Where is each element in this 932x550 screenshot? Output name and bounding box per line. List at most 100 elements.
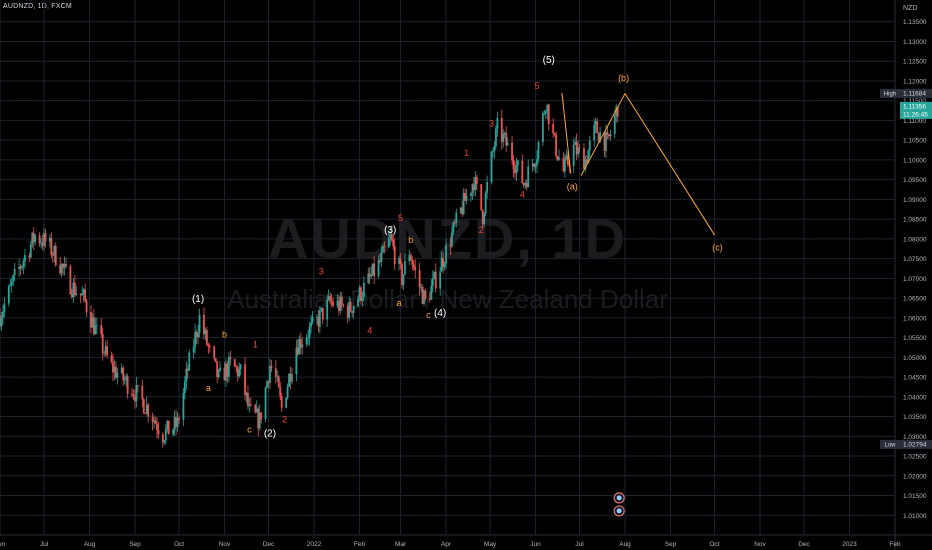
candle-body bbox=[301, 344, 304, 348]
y-tick-label: 1.02000 bbox=[903, 473, 927, 480]
candle-body bbox=[151, 416, 154, 422]
candle-body bbox=[348, 301, 351, 318]
candle-body bbox=[605, 131, 607, 151]
candle-body bbox=[377, 260, 380, 277]
wave-label: a bbox=[206, 383, 211, 393]
candle-body bbox=[299, 339, 302, 348]
candle-body bbox=[565, 155, 568, 160]
candle-body bbox=[393, 245, 396, 265]
candle-body bbox=[233, 359, 236, 367]
candle-body bbox=[616, 106, 619, 117]
candle-body bbox=[346, 305, 349, 318]
candle-body bbox=[161, 434, 164, 443]
y-tick-label: 1.05000 bbox=[903, 355, 927, 362]
y-tick-label: 1.02500 bbox=[903, 454, 927, 461]
x-tick-label: 2022 bbox=[307, 541, 322, 548]
candle-body bbox=[398, 258, 400, 265]
candle-body bbox=[79, 293, 82, 296]
candle-body bbox=[352, 306, 355, 314]
candle-body bbox=[380, 252, 383, 262]
candle-body bbox=[132, 395, 135, 397]
candle-body bbox=[505, 132, 508, 146]
candle-body bbox=[239, 364, 242, 370]
candle-body bbox=[285, 397, 288, 408]
candle-body bbox=[147, 404, 150, 417]
candle-body bbox=[214, 358, 217, 362]
candle-body bbox=[277, 376, 280, 388]
candle-body bbox=[50, 237, 53, 255]
candle-body bbox=[269, 365, 271, 384]
candle-body bbox=[486, 182, 489, 193]
wave-label: (4) bbox=[434, 308, 446, 319]
candle-body bbox=[2, 311, 4, 319]
candle-body bbox=[175, 417, 177, 427]
candle-body bbox=[320, 307, 323, 311]
candle-body bbox=[512, 159, 515, 170]
y-tick-label: 1.13500 bbox=[903, 19, 927, 26]
candle-body bbox=[316, 316, 318, 318]
candle-body bbox=[594, 121, 597, 126]
candle-body bbox=[383, 246, 386, 248]
candle-body bbox=[90, 312, 92, 328]
wave-label: 3 bbox=[489, 118, 494, 128]
candle-body bbox=[408, 254, 411, 262]
candle-body bbox=[289, 374, 292, 382]
wave-label: (2) bbox=[264, 428, 276, 439]
candle-body bbox=[192, 346, 195, 353]
candle-body bbox=[326, 299, 329, 320]
candle-body bbox=[18, 266, 20, 269]
currency-label: NZD bbox=[903, 5, 918, 12]
candle-body bbox=[418, 270, 421, 288]
wave-label: b bbox=[222, 330, 227, 340]
time-axis[interactable]: Jun Jul Aug Sep Oct Nov Dec 2022 Feb Mar Apr May Jun… bbox=[0, 541, 901, 548]
y-tick-label: 1.05500 bbox=[903, 335, 927, 342]
candle-body bbox=[296, 347, 299, 355]
candle-body bbox=[38, 235, 41, 244]
x-tick-label: Jun bbox=[530, 541, 541, 548]
candle-body bbox=[62, 264, 64, 268]
current-price-label-value: 1.11356 bbox=[903, 104, 926, 111]
candle-body bbox=[182, 392, 185, 420]
candle-body bbox=[606, 131, 609, 135]
candle-body bbox=[207, 344, 210, 347]
candle-body bbox=[72, 282, 75, 298]
candle-body bbox=[65, 264, 67, 267]
x-tick-label: 2023 bbox=[842, 541, 857, 548]
candle-body bbox=[603, 132, 606, 151]
symbol-title: AUDNZD, 1D, FXCM bbox=[3, 3, 72, 10]
x-tick-label: Oct bbox=[709, 541, 719, 548]
wave-label: (3) bbox=[384, 225, 396, 236]
candle-body bbox=[60, 264, 63, 274]
candle-body bbox=[339, 296, 342, 312]
candle-body bbox=[414, 267, 417, 271]
candle-body bbox=[558, 157, 560, 160]
candle-body bbox=[197, 332, 199, 338]
candle-body bbox=[351, 311, 354, 314]
candle-body bbox=[452, 222, 455, 233]
candle-body bbox=[390, 234, 393, 240]
y-tick-label: 1.12000 bbox=[903, 78, 927, 85]
candle-body bbox=[434, 271, 437, 289]
candle-body bbox=[449, 244, 452, 247]
price-axis[interactable]: 1.13500 1.13000 1.12500 1.12000 1.11500 1.110… bbox=[903, 19, 927, 520]
candle-body bbox=[329, 296, 332, 301]
y-tick-label: 1.03500 bbox=[903, 414, 927, 421]
candle-body bbox=[95, 324, 98, 326]
candle-body bbox=[389, 234, 392, 239]
candle-body bbox=[70, 294, 73, 298]
candle-body bbox=[361, 297, 364, 301]
wave-a-line bbox=[561, 92, 572, 174]
candle-body bbox=[332, 301, 334, 306]
candle-body bbox=[563, 159, 566, 172]
candle-body bbox=[69, 266, 72, 295]
candle-body bbox=[145, 404, 148, 414]
candle-body bbox=[431, 278, 434, 286]
candle-body bbox=[270, 365, 273, 369]
candle-body bbox=[131, 393, 133, 396]
candle-body bbox=[428, 298, 431, 300]
candle-body bbox=[445, 244, 447, 264]
candle-body bbox=[183, 381, 186, 393]
